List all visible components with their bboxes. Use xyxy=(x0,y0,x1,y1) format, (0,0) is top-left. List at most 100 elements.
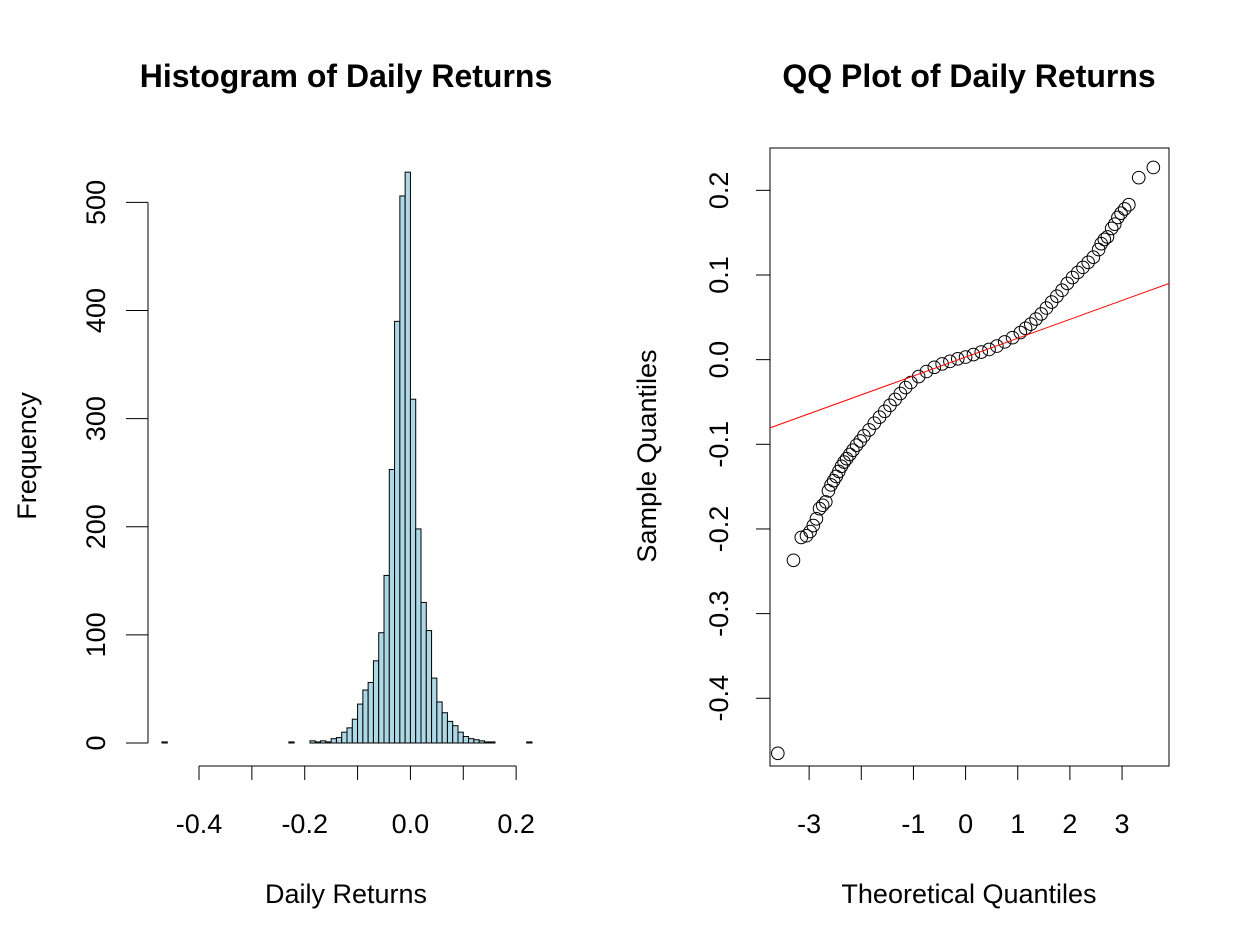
histogram-bar xyxy=(362,689,369,744)
qq-point xyxy=(1107,217,1122,231)
histogram-y-tick-label: 100 xyxy=(81,612,111,657)
histogram-x-tick-label: 0.0 xyxy=(392,809,430,839)
qq-y-tick-label: -0.1 xyxy=(704,421,734,468)
qq-point xyxy=(815,498,830,513)
qq-y-tick-label: -0.3 xyxy=(704,590,734,637)
qq-point xyxy=(771,746,785,761)
histogram-bar xyxy=(425,630,433,744)
qq-point xyxy=(935,357,949,371)
histogram-bar xyxy=(452,725,459,744)
qq-point xyxy=(843,447,857,462)
histogram-x-axis: -0.4 -0.2 0.0 0.2 xyxy=(176,765,535,839)
qq-y-axis: -0.4 -0.3 -0.2 -0.1 0.0 0.1 0.2 xyxy=(704,172,770,722)
qq-point xyxy=(799,528,814,543)
qq-point xyxy=(849,438,864,452)
histogram-bar xyxy=(372,660,380,744)
qq-plot-y-axis-label: Sample Quantiles xyxy=(632,349,662,562)
qq-point xyxy=(809,512,824,526)
qq-point xyxy=(974,345,989,359)
histogram-y-axis-label: Frequency xyxy=(12,392,42,520)
histogram-x-tick-label: -0.2 xyxy=(281,809,328,839)
histogram-bar xyxy=(415,528,422,744)
histogram-bar xyxy=(388,468,396,744)
histogram-bar xyxy=(378,632,385,744)
histogram-bar xyxy=(483,741,491,744)
histogram-bar xyxy=(404,171,411,744)
qq-x-tick-label: -3 xyxy=(797,809,821,839)
histogram-bar xyxy=(330,738,337,744)
histogram-bar xyxy=(441,712,448,744)
histogram-panel: Histogram of Daily Returns Daily Returns… xyxy=(12,58,552,909)
qq-point xyxy=(1018,321,1033,336)
histogram-x-tick-label: -0.4 xyxy=(176,809,223,839)
qq-point xyxy=(943,354,957,369)
qq-x-tick-label: 1 xyxy=(1010,809,1025,839)
histogram-bar xyxy=(383,574,390,744)
qq-plot-title: QQ Plot of Daily Returns xyxy=(782,58,1155,94)
qq-point xyxy=(832,464,846,479)
histogram-bar xyxy=(468,738,475,744)
qq-point xyxy=(898,380,913,395)
qq-plot-box xyxy=(769,147,1170,767)
histogram-bar xyxy=(473,739,480,744)
qq-point xyxy=(862,423,876,437)
qq-point xyxy=(927,360,942,375)
qq-point xyxy=(990,339,1004,353)
qq-point xyxy=(1114,206,1128,220)
qq-x-axis: -3 -1 0 1 2 3 xyxy=(797,766,1130,839)
histogram-bar xyxy=(314,741,322,744)
qq-y-tick-label: 0.2 xyxy=(704,172,734,210)
histogram-bar xyxy=(346,727,353,744)
qq-point xyxy=(834,459,849,474)
qq-point xyxy=(1013,325,1028,340)
histogram-bar xyxy=(320,740,327,744)
qq-point xyxy=(786,553,801,568)
histogram-bar xyxy=(341,731,348,744)
histogram-bar xyxy=(399,195,406,744)
qq-point xyxy=(1111,210,1125,225)
qq-point xyxy=(1076,260,1090,275)
histogram-bar xyxy=(161,741,168,744)
qq-point xyxy=(1122,197,1136,212)
histogram-bar xyxy=(325,741,332,744)
histogram-bar xyxy=(309,740,316,744)
histogram-x-tick-label: 0.2 xyxy=(497,809,535,839)
qq-reference-line-segment xyxy=(769,283,1170,429)
qq-point xyxy=(1146,160,1161,175)
qq-point xyxy=(806,518,821,533)
qq-point xyxy=(1081,255,1095,270)
histogram-bar xyxy=(489,741,496,744)
histogram-bars xyxy=(161,171,533,744)
histogram-bar xyxy=(288,741,295,744)
qq-point xyxy=(982,342,996,357)
histogram-bar xyxy=(431,677,438,744)
qq-point xyxy=(1055,283,1069,298)
qq-y-tick-label: -0.2 xyxy=(704,506,734,553)
qq-point xyxy=(950,352,965,366)
qq-point xyxy=(1086,250,1101,265)
qq-x-tick-label: -1 xyxy=(901,809,925,839)
qq-x-tick-label: 3 xyxy=(1115,809,1130,839)
qq-y-tick-label: 0.1 xyxy=(704,256,734,294)
qq-point xyxy=(1104,221,1119,236)
qq-x-tick-label: 0 xyxy=(958,809,973,839)
histogram-bar xyxy=(357,703,364,744)
histogram-y-tick-label: 300 xyxy=(81,396,111,441)
qq-y-tick-label: -0.4 xyxy=(704,675,734,722)
histogram-x-axis-label: Daily Returns xyxy=(265,879,427,909)
qq-plot-x-axis-label: Theoretical Quantiles xyxy=(841,879,1096,909)
qq-point xyxy=(824,478,838,492)
histogram-bar xyxy=(335,737,343,744)
histogram-y-axis: 0 100 200 300 400 500 xyxy=(81,180,149,751)
histogram-y-tick-label: 500 xyxy=(81,180,111,225)
histogram-y-tick-label: 200 xyxy=(81,504,111,549)
qq-point xyxy=(853,434,868,448)
histogram-title: Histogram of Daily Returns xyxy=(140,58,553,94)
histogram-y-tick-label: 0 xyxy=(81,735,111,750)
qq-point xyxy=(819,495,833,509)
qq-point xyxy=(997,335,1012,349)
qq-point xyxy=(1100,230,1115,244)
histogram-bar xyxy=(436,701,443,744)
histogram-bar xyxy=(351,718,359,744)
histogram-bar xyxy=(394,320,401,744)
